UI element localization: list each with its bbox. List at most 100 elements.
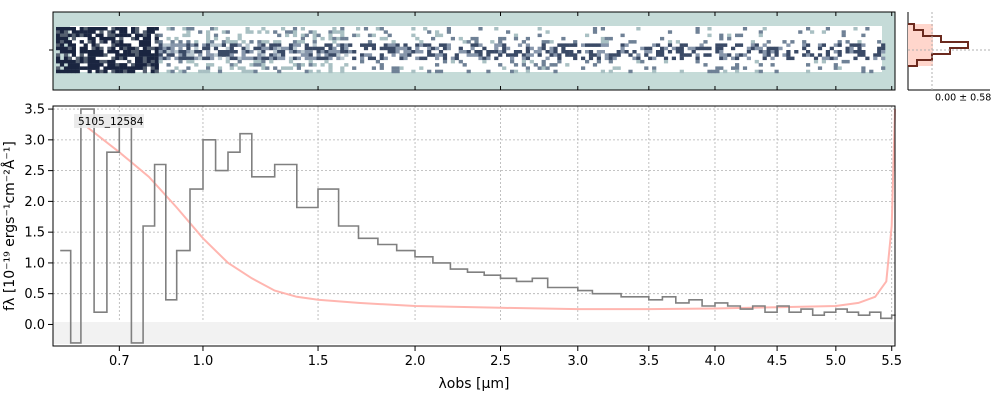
spectrum-2d-pixel — [553, 46, 558, 51]
spectrum-2d-pixel — [746, 56, 751, 61]
spectrum-2d-pixel — [115, 33, 120, 38]
spectrum-2d-pixel — [395, 69, 400, 74]
spectrum-2d-pixel — [115, 27, 120, 31]
spectrum-2d-pixel — [873, 56, 878, 61]
spectrum-2d-pixel — [206, 36, 211, 41]
spectrum-2d-pixel — [71, 66, 76, 70]
spectrum-2d-pixel — [245, 27, 250, 31]
spectrum-2d-pixel — [703, 40, 708, 44]
spectrum-2d-pixel — [600, 43, 605, 47]
spectrum-2d-pixel — [210, 27, 215, 31]
spectrum-2d-pixel — [340, 69, 345, 74]
spectrum-2d-pixel — [213, 46, 219, 51]
spectrum-2d-pixel — [150, 59, 155, 64]
spectrum-2d-pixel — [142, 63, 147, 67]
spectrum-2d-pixel — [71, 33, 76, 38]
spectrum-2d-pixel — [679, 56, 684, 61]
spectrum-2d-pixel — [356, 27, 361, 31]
spectrum-2d-pixel — [387, 43, 392, 47]
spectrum-2d-pixel — [407, 50, 412, 54]
spectrum-2d-pixel — [585, 59, 590, 64]
spectrum-2d-pixel — [703, 63, 708, 67]
spectrum-2d-pixel — [261, 43, 266, 47]
spectrum-2d-pixel — [63, 36, 69, 41]
spectrum-2d-pixel — [648, 50, 653, 54]
spectrum-2d-pixel — [146, 46, 151, 51]
spectrum-2d-pixel — [166, 53, 171, 57]
x-tick-label: 5.5 — [881, 354, 902, 369]
spectrum-2d-pixel — [849, 43, 854, 47]
spectrum-2d-pixel — [119, 46, 124, 51]
spectrum-2d-pixel — [679, 69, 684, 74]
spectrum-2d-pixel — [470, 53, 475, 57]
spectrum-2d-pixel — [581, 43, 586, 47]
spectrum-2d-pixel — [87, 50, 92, 54]
spectrum-2d-pixel — [857, 53, 862, 57]
spectrum-2d-pixel — [735, 69, 740, 74]
spectrum-2d-pixel — [750, 43, 755, 47]
spectrum-2d-pixel — [83, 50, 88, 54]
spectrum-2d-pixel — [415, 50, 420, 54]
spectrum-2d-pixel — [229, 66, 234, 70]
spectrum-2d-pixel — [292, 63, 298, 67]
spectrum-2d-pixel — [261, 46, 266, 51]
spectrum-2d-pixel — [758, 33, 763, 38]
spectrum-2d-pixel — [56, 36, 61, 41]
spectrum-2d-pixel — [237, 59, 242, 64]
spectrum-2d-pixel — [95, 59, 100, 64]
spectrum-2d-pixel — [245, 46, 250, 51]
spectrum-2d-pixel — [107, 50, 112, 54]
spectrum-2d-pixel — [91, 40, 96, 44]
spectrum-2d-pixel — [766, 53, 771, 57]
spectrum-2d-pixel — [198, 69, 203, 74]
spectrum-2d-pixel — [75, 56, 80, 61]
spectrum-2d-pixel — [660, 46, 665, 51]
spectrum-2d-pixel — [742, 66, 748, 70]
spectrum-2d-pixel — [738, 43, 744, 47]
spectrum-2d-pixel — [119, 56, 124, 61]
spectrum-2d-pixel — [229, 53, 234, 57]
spectrum-2d-pixel — [91, 36, 96, 41]
spectrum-2d-pixel — [281, 56, 286, 61]
spectrum-2d-pixel — [529, 46, 534, 51]
spectrum-2d-pixel — [561, 46, 566, 51]
spectrum-2d-pixel — [679, 43, 684, 47]
spectrum-2d-pixel — [103, 53, 108, 57]
spectrum-2d-pixel — [225, 53, 230, 57]
spectrum-2d-pixel — [328, 66, 333, 70]
spectrum-2d-pixel — [206, 50, 211, 54]
spectrum-2d-pixel — [79, 66, 84, 70]
spectrum-2d-pixel — [119, 33, 124, 38]
x-tick-label: 4.0 — [705, 354, 726, 369]
y-tick-label: 3.5 — [24, 103, 45, 118]
spectrum-2d-pixel — [265, 66, 270, 70]
spectrum-2d-pixel — [825, 53, 830, 57]
spectrum-2d-pixel — [135, 46, 140, 51]
spectrum-2d-pixel — [766, 40, 771, 44]
spectrum-2d-pixel — [707, 53, 712, 57]
spectrum-2d-pixel — [150, 63, 155, 67]
spectrum-2d-pixel — [253, 63, 258, 67]
spectrum-2d-pixel — [861, 53, 866, 57]
spectrum-2d-pixel — [210, 53, 215, 57]
spectrum-2d-pixel — [829, 46, 834, 51]
spectrum-2d-pixel — [585, 43, 590, 47]
spectrum-2d-pixel — [245, 50, 250, 54]
spectrum-2d-pixel — [486, 53, 491, 57]
spectrum-2d-pixel — [99, 36, 104, 41]
spectrum-2d-pixel — [178, 69, 183, 74]
spectrum-2d-pixel — [277, 50, 282, 54]
spectrum-2d-pixel — [142, 43, 147, 47]
spectrum-2d-pixel — [142, 40, 147, 44]
spectrum-2d-pixel — [91, 66, 96, 70]
spectrum-2d-pixel — [63, 59, 69, 64]
spectrum-2d-pixel — [67, 69, 72, 74]
spectrum-2d-pixel — [135, 66, 140, 70]
spectrum-2d-pixel — [123, 69, 128, 74]
spectrum-2d-pixel — [123, 27, 128, 31]
spectrum-2d-pixel — [786, 43, 791, 47]
spectrum-2d-pixel — [206, 46, 211, 51]
spectrum-2d-pixel — [95, 63, 100, 67]
spectrum-2d-pixel — [119, 66, 124, 70]
spectrum-2d-pixel — [95, 69, 100, 74]
